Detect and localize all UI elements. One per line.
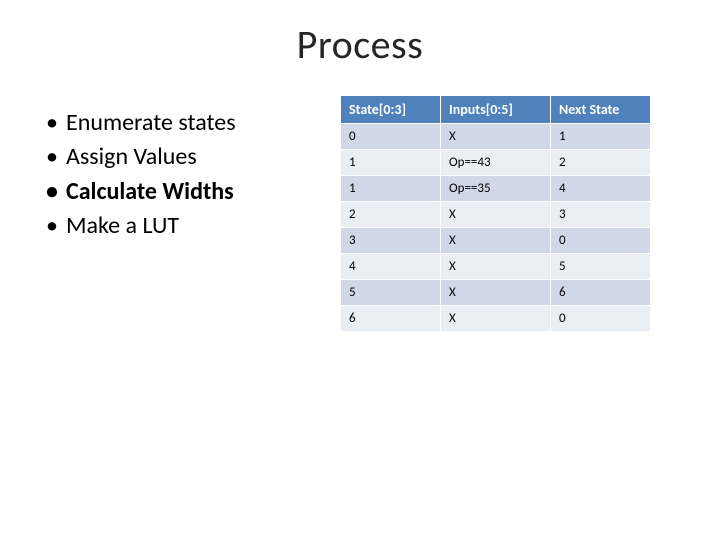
table-cell: 6	[551, 280, 651, 306]
table-cell: X	[441, 254, 551, 280]
table-cell: X	[441, 306, 551, 332]
table-cell: 5	[341, 280, 441, 306]
table-header-cell: State[0:3]	[341, 96, 441, 124]
state-table-wrap: State[0:3]Inputs[0:5]Next State 0X11Op==…	[340, 95, 684, 332]
bullet-item: Make a LUT	[42, 210, 316, 242]
table-header-cell: Inputs[0:5]	[441, 96, 551, 124]
table-cell: 2	[551, 150, 651, 176]
table-cell: 1	[341, 176, 441, 202]
table-cell: 4	[551, 176, 651, 202]
table-row: 2X3	[341, 202, 651, 228]
state-table-head: State[0:3]Inputs[0:5]Next State	[341, 96, 651, 124]
table-cell: X	[441, 228, 551, 254]
table-cell: 1	[341, 150, 441, 176]
state-table: State[0:3]Inputs[0:5]Next State 0X11Op==…	[340, 95, 651, 332]
bullet-item: Enumerate states	[42, 107, 316, 139]
table-cell: X	[441, 124, 551, 150]
table-row: 5X6	[341, 280, 651, 306]
table-header-row: State[0:3]Inputs[0:5]Next State	[341, 96, 651, 124]
table-cell: X	[441, 202, 551, 228]
table-cell: 2	[341, 202, 441, 228]
table-cell: 6	[341, 306, 441, 332]
table-cell: Op==43	[441, 150, 551, 176]
bullet-list: Enumerate statesAssign ValuesCalculate W…	[36, 95, 316, 332]
bullet-item: Assign Values	[42, 141, 316, 173]
table-row: 6X0	[341, 306, 651, 332]
bullet-ul: Enumerate statesAssign ValuesCalculate W…	[42, 107, 316, 243]
table-cell: 0	[551, 228, 651, 254]
table-cell: 0	[551, 306, 651, 332]
table-cell: 3	[551, 202, 651, 228]
slide: Process Enumerate statesAssign ValuesCal…	[0, 0, 720, 540]
table-cell: 1	[551, 124, 651, 150]
page-title: Process	[36, 20, 684, 69]
table-row: 0X1	[341, 124, 651, 150]
table-row: 1Op==354	[341, 176, 651, 202]
table-cell: 3	[341, 228, 441, 254]
table-cell: 0	[341, 124, 441, 150]
table-row: 1Op==432	[341, 150, 651, 176]
bullet-item: Calculate Widths	[42, 176, 316, 208]
table-row: 4X5	[341, 254, 651, 280]
table-cell: Op==35	[441, 176, 551, 202]
table-cell: X	[441, 280, 551, 306]
table-row: 3X0	[341, 228, 651, 254]
table-cell: 4	[341, 254, 441, 280]
table-header-cell: Next State	[551, 96, 651, 124]
state-table-body: 0X11Op==4321Op==3542X33X04X55X66X0	[341, 124, 651, 332]
content-row: Enumerate statesAssign ValuesCalculate W…	[36, 95, 684, 332]
table-cell: 5	[551, 254, 651, 280]
